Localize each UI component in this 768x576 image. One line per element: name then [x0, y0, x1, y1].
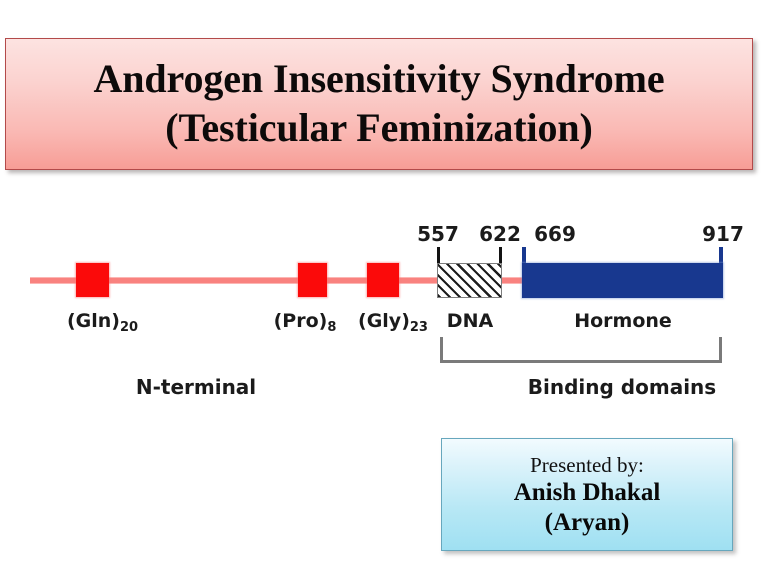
repeat-label-pro-count: 8 [327, 320, 337, 335]
presented-by-label: Presented by: [530, 453, 644, 478]
repeat-label-gln-count: 20 [119, 320, 139, 335]
slide-title-line-1: Androgen Insensitivity Syndrome [93, 56, 665, 102]
presenter-credit-box: Presented by: Anish Dhakal (Aryan) [441, 438, 733, 551]
repeat-label-gly: (Gly)23 [338, 310, 448, 335]
presenter-name: Anish Dhakal [513, 478, 661, 506]
presenter-alias: (Aryan) [544, 508, 630, 536]
residue-tick-622 [499, 247, 502, 265]
repeat-label-gly-count: 23 [409, 320, 428, 335]
repeat-label-gly-base: (Gly) [358, 310, 410, 332]
repeat-label-gln: (Gln)20 [40, 310, 165, 335]
repeat-label-gln-base: (Gln) [66, 310, 120, 332]
repeat-label-pro: (Pro)8 [250, 310, 360, 335]
region-label-binding-domains: Binding domains [527, 375, 717, 399]
repeat-block-gly [367, 263, 399, 297]
residue-number-669: 669 [534, 222, 576, 246]
repeat-block-pro [298, 263, 327, 297]
residue-tick-917 [719, 247, 723, 265]
repeat-block-gln [76, 263, 109, 297]
residue-number-622: 622 [479, 222, 521, 246]
binding-domains-bracket [440, 337, 722, 363]
repeat-label-pro-base: (Pro) [273, 310, 328, 332]
residue-tick-557 [437, 247, 440, 265]
residue-number-557: 557 [417, 222, 459, 246]
slide-title-box: Androgen Insensitivity Syndrome (Testicu… [5, 38, 753, 170]
dna-binding-domain-box [437, 263, 502, 298]
slide-title-line-2: (Testicular Feminization) [165, 105, 593, 150]
hormone-binding-domain-box [522, 263, 723, 298]
region-label-n-terminal: N-terminal [135, 375, 257, 399]
protein-backbone-line [30, 277, 530, 284]
residue-tick-669 [522, 247, 526, 265]
domain-label-dna: DNA [446, 310, 494, 332]
domain-label-hormone: Hormone [574, 310, 672, 332]
residue-number-917: 917 [702, 222, 744, 246]
